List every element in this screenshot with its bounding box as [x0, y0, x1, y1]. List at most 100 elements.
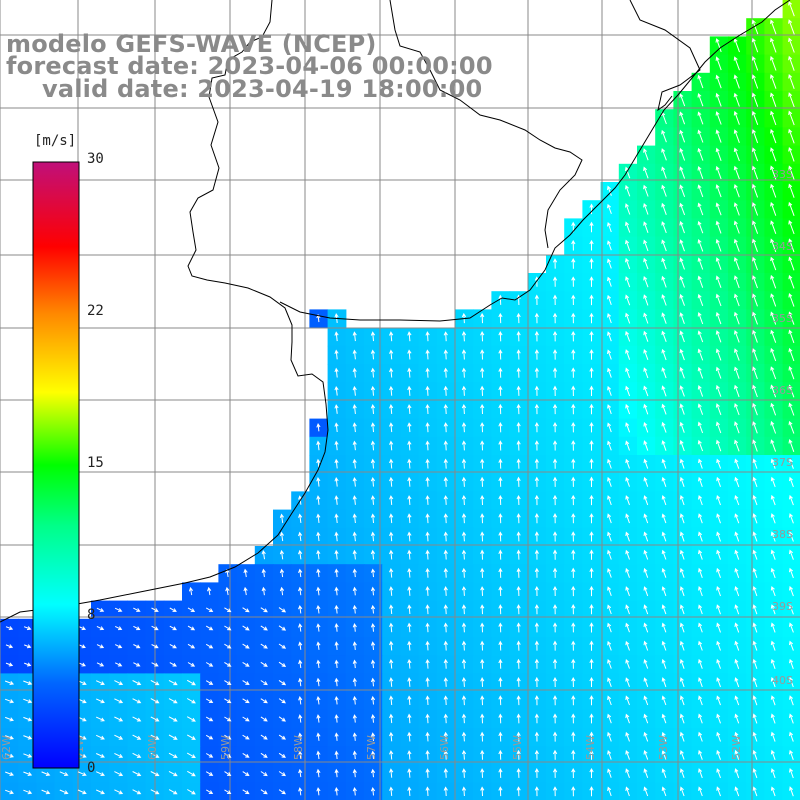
wind-arrow — [661, 421, 667, 433]
wind-arrow — [498, 458, 503, 469]
wind-arrow — [461, 513, 467, 524]
wind-arrow — [480, 768, 485, 778]
wind-arrow — [679, 677, 685, 688]
wind-arrow — [607, 349, 612, 360]
wind-arrow — [752, 311, 758, 325]
wind-arrow — [407, 658, 412, 669]
wind-arrow — [715, 74, 722, 89]
wind-arrow — [95, 698, 105, 704]
wind-arrow — [461, 476, 467, 487]
wind-arrow — [661, 494, 667, 506]
wind-arrow — [752, 494, 758, 506]
wind-arrow — [571, 713, 576, 724]
wind-arrow — [169, 662, 177, 667]
wind-arrow — [480, 622, 485, 633]
wind-arrow — [298, 531, 303, 542]
wind-arrow — [789, 731, 794, 742]
wind-arrow — [425, 586, 430, 596]
wind-arrow — [516, 677, 521, 687]
wind-arrow — [589, 786, 594, 797]
wind-arrow — [278, 661, 287, 668]
wind-arrow — [770, 201, 777, 216]
wind-arrow — [534, 567, 539, 578]
wind-arrow — [715, 330, 722, 343]
wind-arrow — [389, 513, 394, 524]
wind-arrow — [516, 476, 521, 487]
wind-arrow — [407, 440, 412, 451]
wind-arrow — [224, 625, 232, 631]
wind-arrow — [788, 329, 795, 344]
wind-arrow — [571, 276, 576, 287]
wind-arrow — [715, 384, 722, 397]
wind-arrow — [589, 585, 594, 597]
wind-arrow — [625, 239, 631, 251]
wind-arrow — [260, 771, 268, 777]
wind-arrow — [789, 531, 794, 542]
wind-arrow — [443, 640, 448, 651]
wind-arrow — [589, 531, 594, 542]
wind-arrow — [716, 786, 721, 797]
wind-arrow — [625, 203, 631, 215]
wind-arrow — [661, 458, 667, 469]
wind-arrow — [679, 184, 686, 197]
wind-arrow — [133, 607, 141, 612]
wind-arrow — [552, 585, 558, 597]
wind-arrow — [643, 495, 649, 506]
wind-arrow — [752, 238, 758, 252]
wind-arrow — [697, 275, 704, 288]
wind-arrow — [316, 604, 321, 614]
wind-arrow — [788, 92, 795, 108]
wind-arrow — [516, 768, 521, 778]
wind-arrow — [607, 294, 612, 305]
wind-arrow — [607, 786, 612, 797]
wind-arrow — [788, 37, 795, 53]
wind-arrow — [389, 731, 394, 742]
wind-arrow — [461, 531, 467, 542]
wind-arrow — [552, 494, 558, 506]
wind-arrow — [751, 19, 759, 35]
wind-arrow — [498, 585, 503, 597]
wind-arrow — [789, 458, 794, 469]
wind-arrow — [697, 220, 704, 234]
wind-arrow — [625, 403, 631, 415]
wind-arrow — [498, 294, 503, 305]
wind-arrow — [23, 753, 33, 758]
wind-arrow — [370, 331, 376, 342]
wind-arrow — [734, 384, 740, 398]
wind-arrow — [425, 567, 430, 578]
wind-arrow — [443, 476, 448, 487]
wind-arrow — [498, 658, 503, 669]
wind-arrow — [534, 713, 539, 724]
wind-arrow — [643, 640, 649, 651]
wind-arrow — [770, 731, 776, 742]
wind-arrow — [278, 607, 287, 613]
wind-arrow — [205, 662, 214, 667]
wind-arrow — [770, 713, 776, 724]
wind-arrow — [679, 750, 685, 760]
colorbar-tick-0: 0 — [87, 760, 96, 776]
wind-arrow — [316, 513, 321, 523]
wind-arrow — [498, 440, 503, 451]
wind-arrow — [571, 312, 576, 324]
wind-arrow — [715, 403, 722, 416]
wind-arrow — [589, 494, 594, 506]
wind-arrow — [114, 662, 123, 667]
wind-arrow — [661, 750, 667, 760]
wind-arrow — [425, 713, 430, 724]
wind-arrow — [625, 294, 631, 306]
wind-arrow — [679, 129, 686, 143]
wind-arrow — [461, 695, 467, 706]
wind-arrow — [552, 695, 558, 706]
wind-arrow — [752, 531, 758, 542]
wind-arrow — [407, 513, 412, 524]
wind-arrow — [461, 367, 467, 378]
wind-arrow — [661, 604, 667, 615]
wind-arrow — [571, 749, 576, 760]
wind-arrow — [607, 677, 612, 687]
wind-arrow — [389, 367, 394, 378]
wind-arrow — [370, 786, 376, 796]
wind-arrow — [480, 786, 485, 797]
wind-arrow — [279, 549, 284, 560]
wind-arrow — [589, 567, 594, 578]
wind-arrow — [643, 768, 649, 778]
